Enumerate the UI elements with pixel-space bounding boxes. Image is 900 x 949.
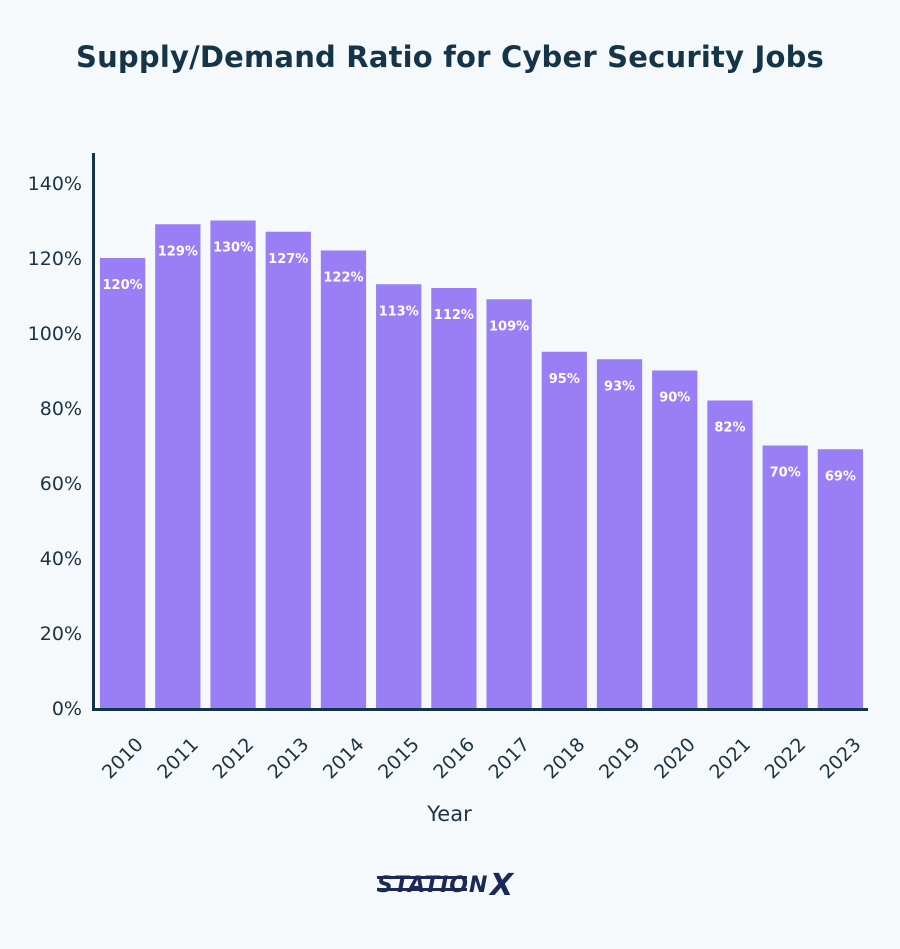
bar (376, 284, 422, 708)
bar (817, 449, 864, 708)
x-tick-label: 2013 (264, 734, 314, 784)
bar (431, 288, 477, 708)
bar-value-label: 122% (323, 271, 363, 286)
stationx-logo: STATION X (377, 868, 515, 903)
y-tick-label: 120% (28, 248, 82, 270)
chart-title: Supply/Demand Ratio for Cyber Security J… (75, 40, 824, 74)
bars (99, 220, 864, 708)
x-tick-label: 2019 (595, 734, 645, 784)
x-tick-label: 2022 (761, 734, 811, 784)
logo-underline (377, 876, 467, 879)
x-tick-label: 2023 (816, 734, 866, 784)
bar-value-label: 130% (213, 241, 253, 256)
y-tick-label: 100% (28, 323, 82, 345)
bar (707, 400, 753, 708)
y-tick-label: 60% (40, 473, 82, 495)
bar-value-label: 127% (268, 252, 308, 267)
bar-value-label: 120% (103, 278, 143, 293)
x-tick-label: 2017 (485, 734, 535, 784)
bar (99, 258, 146, 708)
bar-value-label: 70% (770, 466, 801, 481)
bar-value-labels: 120% 129% 130% 127% 122% 113% 112% 109% 95% 93% 90… (103, 241, 856, 485)
bar (155, 224, 201, 708)
bar-value-label: 129% (158, 244, 198, 259)
logo-text-x: X (488, 868, 515, 903)
bar (210, 220, 256, 708)
bar-value-label: 95% (549, 372, 580, 387)
y-tick-label: 40% (40, 548, 82, 570)
y-tick-label: 20% (40, 623, 82, 645)
x-tick-label: 2010 (98, 734, 148, 784)
bar-value-label: 82% (714, 421, 745, 436)
y-tick-label: 140% (28, 173, 82, 195)
bar (265, 231, 311, 708)
x-tick-label: 2015 (374, 734, 424, 784)
x-tick-label: 2012 (208, 734, 258, 784)
bar (652, 370, 698, 708)
y-tick-label: 0% (52, 698, 82, 720)
x-axis-title: Year (426, 802, 472, 826)
logo-underline-2 (377, 888, 467, 891)
x-axis-ticks: 2010 2011 2012 2013 2014 2015 2016 2017 2018 2019… (98, 734, 866, 784)
bar-value-label: 90% (659, 391, 690, 406)
x-tick-label: 2011 (153, 734, 203, 784)
bar (320, 250, 367, 708)
bar-value-label: 109% (489, 319, 529, 334)
y-tick-label: 80% (40, 398, 82, 420)
bar-value-label: 112% (434, 308, 474, 323)
x-tick-label: 2014 (319, 734, 369, 784)
bar (541, 351, 587, 708)
bar-value-label: 69% (825, 469, 856, 484)
x-tick-label: 2016 (429, 734, 479, 784)
bar-value-label: 113% (379, 304, 419, 319)
logo-text-station: STATION (377, 873, 488, 898)
x-tick-label: 2018 (540, 734, 590, 784)
bar-value-label: 93% (604, 379, 635, 394)
bar (596, 359, 643, 708)
y-axis-ticks: 0% 20% 40% 60% 80% 100% 120% 140% (28, 173, 82, 720)
x-tick-label: 2021 (705, 734, 755, 784)
x-tick-label: 2020 (650, 734, 700, 784)
bar (486, 299, 532, 708)
bar (762, 445, 808, 708)
